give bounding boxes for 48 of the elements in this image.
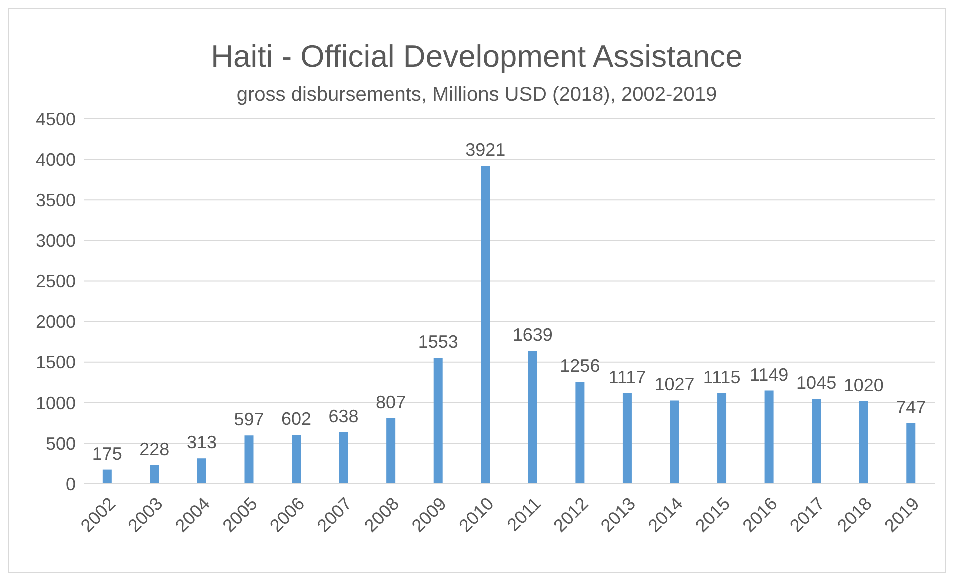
chart-subtitle: gross disbursements, Millions USD (2018), 2002-2019 xyxy=(236,83,718,107)
y-tick-label: 1000 xyxy=(36,393,76,414)
data-label: 1149 xyxy=(750,364,789,385)
bar xyxy=(292,435,302,484)
data-label: 1020 xyxy=(844,375,884,396)
data-label: 228 xyxy=(140,440,170,460)
bar xyxy=(102,470,112,484)
y-tick-label: 3000 xyxy=(36,231,76,252)
bar xyxy=(576,382,585,484)
bar xyxy=(386,418,396,484)
bar xyxy=(670,400,680,484)
bar xyxy=(434,358,443,484)
bar xyxy=(859,401,868,484)
data-label: 1045 xyxy=(796,373,837,394)
bar xyxy=(906,423,916,484)
data-label: 175 xyxy=(92,444,122,464)
bar xyxy=(339,432,348,484)
chart-title: Haiti - Official Development Assistance xyxy=(210,39,744,75)
bar xyxy=(481,166,490,484)
bar xyxy=(150,466,160,484)
data-label: 597 xyxy=(234,410,264,430)
data-label: 3921 xyxy=(466,140,506,160)
y-tick-label: 4500 xyxy=(36,109,76,130)
data-label: 313 xyxy=(186,432,217,453)
y-tick-label: 500 xyxy=(46,434,76,454)
data-label: 1553 xyxy=(418,332,458,352)
y-tick-label: 0 xyxy=(66,474,76,494)
y-tick-label: 1500 xyxy=(36,352,76,373)
bar xyxy=(244,436,254,484)
data-label: 747 xyxy=(896,397,926,418)
bar xyxy=(197,458,206,484)
bar xyxy=(528,351,538,484)
bar xyxy=(764,390,774,484)
data-label: 638 xyxy=(328,406,359,426)
data-label: 1117 xyxy=(608,367,646,388)
y-tick-label: 3500 xyxy=(36,190,76,210)
y-tick-label: 4000 xyxy=(36,150,76,170)
bar xyxy=(622,393,632,484)
data-label: 1256 xyxy=(560,356,600,376)
data-label: 1639 xyxy=(512,325,553,346)
y-tick-label: 2500 xyxy=(36,272,76,292)
data-label: 602 xyxy=(282,409,312,430)
y-tick-label: 2000 xyxy=(36,312,76,332)
bar xyxy=(718,394,727,484)
data-label: 807 xyxy=(376,392,406,413)
bar xyxy=(812,399,822,484)
data-label: 1115 xyxy=(703,368,741,388)
data-label: 1027 xyxy=(654,374,695,395)
